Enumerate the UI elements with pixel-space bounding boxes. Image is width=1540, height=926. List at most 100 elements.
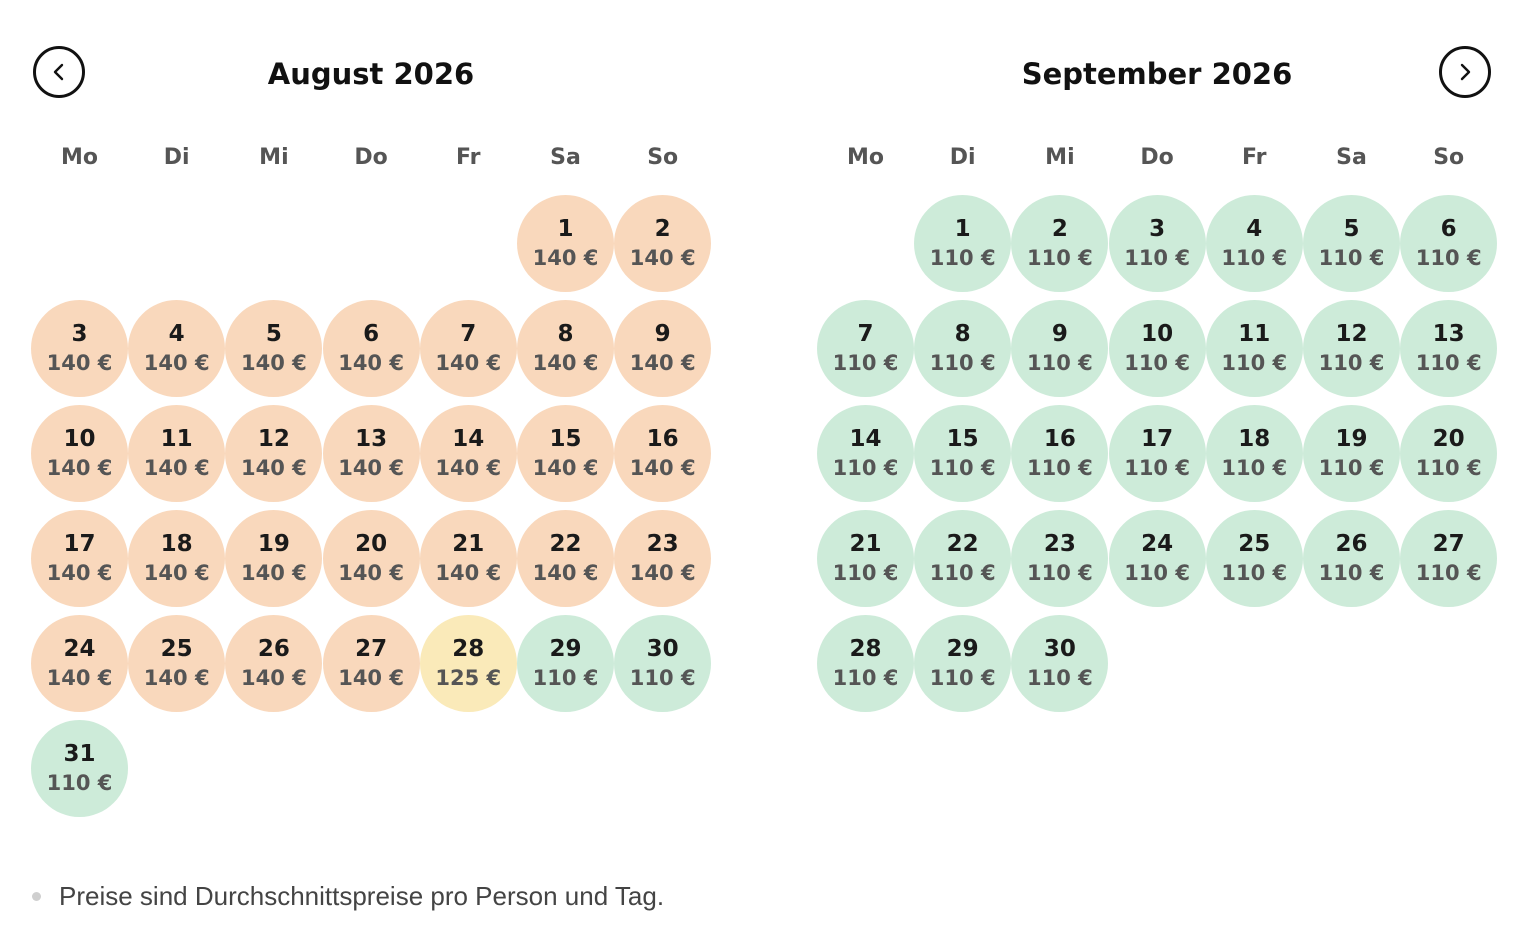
day-price: 140 € bbox=[46, 456, 113, 480]
next-month-button[interactable] bbox=[1439, 46, 1491, 98]
day-cell[interactable]: 19 140 € bbox=[225, 510, 323, 607]
day-cell[interactable]: 13 110 € bbox=[1400, 300, 1498, 397]
day-cell[interactable]: 4 110 € bbox=[1205, 195, 1303, 292]
day-number: 23 bbox=[646, 531, 679, 557]
day-cell[interactable]: 16 140 € bbox=[614, 405, 712, 502]
day-cell[interactable]: 20 140 € bbox=[322, 510, 420, 607]
day-cell[interactable]: 17 140 € bbox=[31, 510, 128, 607]
day-cell[interactable]: 14 110 € bbox=[817, 405, 914, 502]
weekday-label: Mi bbox=[1045, 145, 1075, 170]
day-price: 110 € bbox=[1124, 246, 1190, 270]
day-number: 26 bbox=[1335, 531, 1368, 557]
day-cell[interactable]: 18 140 € bbox=[128, 510, 226, 607]
day-cell[interactable]: 21 140 € bbox=[419, 510, 517, 607]
day-cell[interactable]: 18 110 € bbox=[1205, 405, 1303, 502]
weekday-label: Mi bbox=[259, 145, 289, 170]
day-price: 110 € bbox=[1318, 351, 1385, 375]
day-cell[interactable]: 26 110 € bbox=[1303, 510, 1400, 607]
prev-month-button[interactable] bbox=[33, 46, 85, 98]
day-cell[interactable]: 8 110 € bbox=[914, 300, 1012, 397]
day-cell[interactable]: 25 110 € bbox=[1205, 510, 1303, 607]
day-number: 29 bbox=[946, 636, 979, 662]
day-cell[interactable]: 31 110 € bbox=[31, 720, 128, 817]
month-title: August 2026 bbox=[267, 57, 475, 91]
day-price: 110 € bbox=[1124, 561, 1190, 585]
day-cell[interactable]: 23 110 € bbox=[1011, 510, 1109, 607]
day-cell[interactable]: 24 110 € bbox=[1108, 510, 1206, 607]
day-cell[interactable]: 11 110 € bbox=[1205, 300, 1303, 397]
day-cell[interactable]: 10 110 € bbox=[1108, 300, 1206, 397]
day-cell[interactable]: 16 110 € bbox=[1011, 405, 1109, 502]
day-cell[interactable]: 9 140 € bbox=[614, 300, 712, 397]
day-cell[interactable]: 23 140 € bbox=[614, 510, 712, 607]
day-price: 110 € bbox=[629, 666, 696, 690]
day-cell[interactable]: 14 140 € bbox=[419, 405, 517, 502]
day-number: 3 bbox=[71, 321, 88, 347]
day-cell[interactable]: 2 110 € bbox=[1011, 195, 1109, 292]
day-cell[interactable]: 29 110 € bbox=[517, 615, 614, 712]
day-cell[interactable]: 2 140 € bbox=[614, 195, 712, 292]
day-cell[interactable]: 10 140 € bbox=[31, 405, 128, 502]
day-price: 140 € bbox=[241, 561, 307, 585]
day-cell[interactable]: 27 110 € bbox=[1400, 510, 1498, 607]
day-cell[interactable]: 7 110 € bbox=[817, 300, 914, 397]
day-cell[interactable]: 19 110 € bbox=[1303, 405, 1400, 502]
day-number: 30 bbox=[1043, 636, 1076, 662]
weekday-label: So bbox=[647, 145, 679, 170]
day-cell[interactable]: 28 110 € bbox=[817, 615, 914, 712]
day-cell[interactable]: 4 140 € bbox=[128, 300, 226, 397]
day-cell[interactable]: 22 110 € bbox=[914, 510, 1012, 607]
day-cell[interactable]: 28 125 € bbox=[419, 615, 517, 712]
day-cell[interactable]: 21 110 € bbox=[817, 510, 914, 607]
day-price: 110 € bbox=[1027, 561, 1093, 585]
day-price: 140 € bbox=[46, 666, 113, 690]
day-cell[interactable]: 30 110 € bbox=[1011, 615, 1109, 712]
day-cell[interactable]: 24 140 € bbox=[31, 615, 128, 712]
day-cell[interactable]: 8 140 € bbox=[517, 300, 614, 397]
month-title: September 2026 bbox=[1021, 57, 1293, 91]
day-cell[interactable]: 20 110 € bbox=[1400, 405, 1498, 502]
day-cell[interactable]: 1 110 € bbox=[914, 195, 1012, 292]
day-price: 110 € bbox=[1318, 246, 1385, 270]
day-cell[interactable]: 1 140 € bbox=[517, 195, 614, 292]
day-price: 110 € bbox=[1221, 351, 1288, 375]
day-cell[interactable]: 27 140 € bbox=[322, 615, 420, 712]
day-price: 110 € bbox=[929, 456, 996, 480]
day-price: 140 € bbox=[241, 666, 307, 690]
day-price: 140 € bbox=[143, 666, 210, 690]
day-price: 110 € bbox=[1415, 561, 1482, 585]
day-cell[interactable]: 13 140 € bbox=[322, 405, 420, 502]
day-cell[interactable]: 11 140 € bbox=[128, 405, 226, 502]
day-cell[interactable]: 9 110 € bbox=[1011, 300, 1109, 397]
day-number: 17 bbox=[63, 531, 96, 557]
day-price: 140 € bbox=[629, 456, 696, 480]
day-cell[interactable]: 22 140 € bbox=[517, 510, 614, 607]
day-cell[interactable]: 3 140 € bbox=[31, 300, 128, 397]
day-cell[interactable]: 7 140 € bbox=[419, 300, 517, 397]
day-cell[interactable]: 12 110 € bbox=[1303, 300, 1400, 397]
day-cell[interactable]: 6 110 € bbox=[1400, 195, 1498, 292]
day-cell[interactable]: 17 110 € bbox=[1108, 405, 1206, 502]
day-number: 3 bbox=[1149, 216, 1166, 242]
day-number: 5 bbox=[265, 321, 282, 347]
day-number: 7 bbox=[857, 321, 874, 347]
day-price: 140 € bbox=[338, 666, 404, 690]
day-number: 25 bbox=[1238, 531, 1271, 557]
day-cell[interactable]: 15 140 € bbox=[517, 405, 614, 502]
day-cell[interactable]: 15 110 € bbox=[914, 405, 1012, 502]
day-number: 13 bbox=[1432, 321, 1465, 347]
day-cell[interactable]: 6 140 € bbox=[322, 300, 420, 397]
day-cell[interactable]: 5 140 € bbox=[225, 300, 323, 397]
day-cell[interactable]: 3 110 € bbox=[1108, 195, 1206, 292]
day-cell[interactable]: 26 140 € bbox=[225, 615, 323, 712]
day-price: 140 € bbox=[629, 561, 696, 585]
day-cell[interactable]: 30 110 € bbox=[614, 615, 712, 712]
day-cell[interactable]: 12 140 € bbox=[225, 405, 323, 502]
day-cell[interactable]: 25 140 € bbox=[128, 615, 226, 712]
day-number: 12 bbox=[1335, 321, 1368, 347]
day-price: 140 € bbox=[629, 351, 696, 375]
day-price: 110 € bbox=[532, 666, 599, 690]
day-cell[interactable]: 29 110 € bbox=[914, 615, 1012, 712]
day-cell[interactable]: 5 110 € bbox=[1303, 195, 1400, 292]
day-number: 6 bbox=[363, 321, 380, 347]
